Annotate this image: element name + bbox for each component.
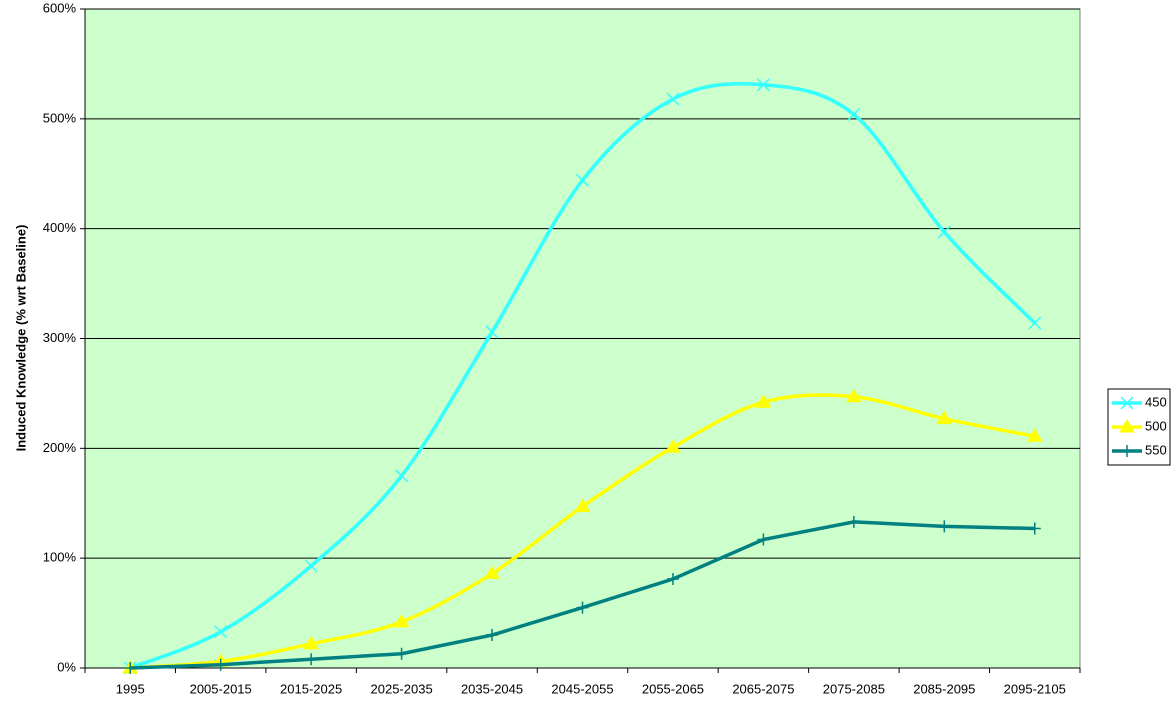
marker xyxy=(124,662,137,674)
marker xyxy=(574,498,591,513)
x-tick-label: 2095-2105 xyxy=(1004,681,1066,696)
marker xyxy=(757,533,770,546)
legend-label: 450 xyxy=(1145,394,1167,409)
marker xyxy=(1028,316,1042,330)
marker xyxy=(847,107,861,121)
marker xyxy=(304,559,318,573)
y-axis-title: Induced Knowledge (% wrt Baseline) xyxy=(13,225,28,452)
x-tick-label: 2005-2015 xyxy=(190,681,252,696)
x-tick-label: 2015-2025 xyxy=(280,681,342,696)
x-tick-label: 2065-2075 xyxy=(732,681,794,696)
marker xyxy=(485,325,499,339)
marker xyxy=(938,520,951,533)
legend-label: 550 xyxy=(1145,442,1167,457)
marker xyxy=(486,629,499,642)
y-tick-label: 100% xyxy=(43,550,77,565)
y-tick-label: 300% xyxy=(43,330,77,345)
marker xyxy=(214,625,228,639)
y-tick-label: 0% xyxy=(57,659,76,674)
marker xyxy=(575,173,590,187)
legend-label: 500 xyxy=(1145,418,1167,433)
marker xyxy=(756,78,770,92)
marker xyxy=(484,565,500,580)
marker xyxy=(395,469,409,483)
marker xyxy=(937,225,951,239)
x-tick-label: 2025-2035 xyxy=(371,681,433,696)
marker xyxy=(847,515,860,528)
marker xyxy=(845,388,862,403)
y-tick-label: 200% xyxy=(43,440,77,455)
marker xyxy=(1119,419,1135,433)
x-tick-label: 1995 xyxy=(116,681,145,696)
marker xyxy=(393,613,410,628)
x-tick-label: 2075-2085 xyxy=(823,681,885,696)
series-line xyxy=(129,81,1037,670)
marker xyxy=(303,635,320,650)
marker xyxy=(1026,428,1043,442)
x-tick-label: 2045-2055 xyxy=(551,681,613,696)
marker xyxy=(576,601,589,614)
marker xyxy=(666,92,680,106)
marker xyxy=(1121,445,1133,457)
marker xyxy=(755,394,772,408)
y-tick-label: 500% xyxy=(43,110,77,125)
marker xyxy=(305,653,318,666)
marker xyxy=(1120,396,1134,410)
marker xyxy=(395,647,408,660)
x-tick-label: 2055-2065 xyxy=(642,681,704,696)
y-tick-label: 600% xyxy=(43,0,77,15)
marker xyxy=(666,573,679,586)
marker xyxy=(1028,522,1041,535)
marker xyxy=(214,658,227,671)
x-tick-label: 2035-2045 xyxy=(461,681,523,696)
marker xyxy=(936,410,953,425)
y-tick-label: 400% xyxy=(43,220,77,235)
x-tick-label: 2085-2095 xyxy=(913,681,975,696)
marker xyxy=(665,439,681,453)
